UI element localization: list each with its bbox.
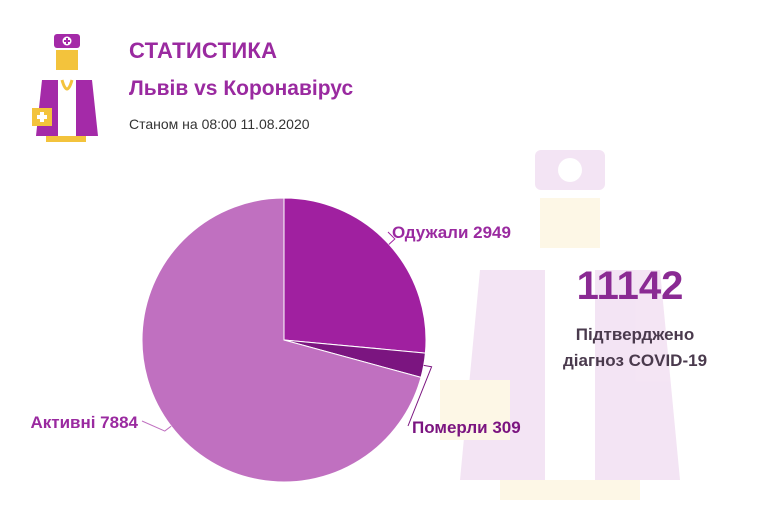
caption-line-1: Підтверджено: [575, 325, 695, 344]
pie-chart: Одужали 2949 Померли 309 Активні 7884: [0, 160, 767, 523]
pie-label-0: Одужали 2949: [392, 223, 511, 242]
pie-slices: [141, 197, 427, 483]
page-title: СТАТИСТИКА: [129, 38, 278, 63]
total-confirmed-caption: Підтверджено діагноз COVID-19: [540, 322, 730, 374]
pie-label-2: Активні 7884: [30, 413, 138, 432]
pie-leader-2: [141, 420, 172, 432]
pie-leader-lines: [141, 231, 433, 432]
doctor-icon: [32, 34, 98, 142]
doctor-watermark-icon: [440, 150, 680, 500]
pie-label-1: Померли 309: [412, 418, 521, 437]
pie-slice-0: [283, 197, 427, 354]
header: СТАТИСТИКА Львів vs Коронавірус Станом н…: [0, 0, 767, 150]
report-date: Станом на 08:00 11.08.2020: [129, 116, 310, 132]
pie-labels: Одужали 2949 Померли 309 Активні 7884: [30, 223, 520, 437]
caption-line-2: діагноз COVID-19: [562, 351, 708, 370]
pie-leader-0: [387, 231, 396, 245]
total-confirmed-value: 11142: [576, 264, 684, 308]
pie-leader-1: [407, 364, 433, 427]
page-subtitle: Львів vs Коронавірус: [129, 77, 354, 100]
pie-chart-svg: Одужали 2949 Померли 309 Активні 7884: [30, 197, 521, 483]
